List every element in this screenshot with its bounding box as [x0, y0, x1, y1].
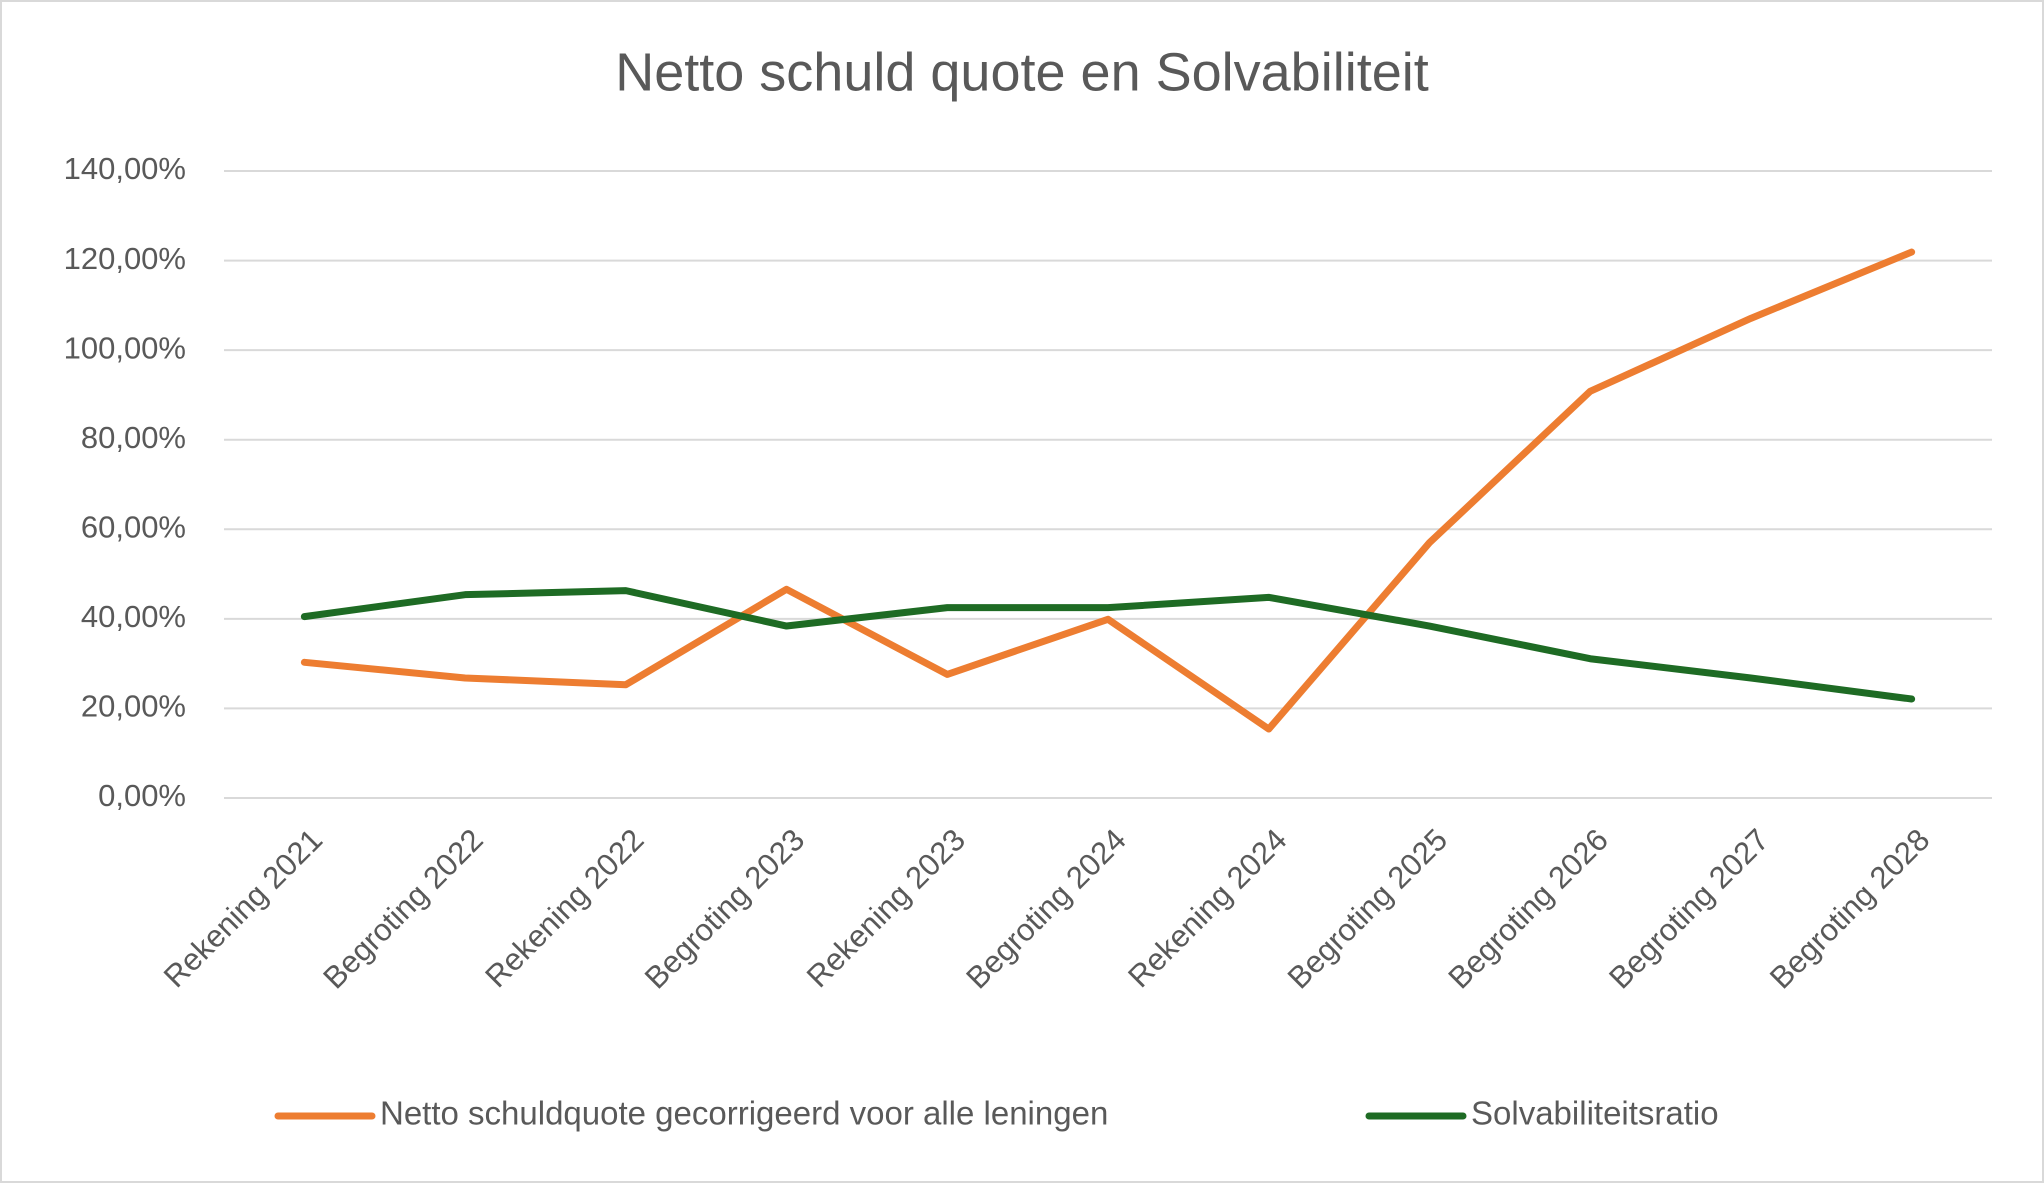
y-tick-label: 0,00%: [98, 778, 186, 813]
y-tick-label: 100,00%: [64, 330, 186, 365]
series-line: [300, 248, 1916, 733]
y-tick-label: 140,00%: [64, 151, 186, 186]
y-tick-label: 40,00%: [81, 599, 186, 634]
y-tick-label: 60,00%: [81, 509, 186, 544]
y-tick-label: 80,00%: [81, 420, 186, 455]
y-tick-label: 20,00%: [81, 689, 186, 724]
series-line: [300, 587, 1916, 703]
legend-label: Solvabiliteitsratio: [1471, 1095, 1719, 1132]
y-tick-label: 120,00%: [64, 241, 186, 276]
legend-label: Netto schuldquote gecorrigeerd voor alle…: [380, 1095, 1108, 1132]
chart-title: Netto schuld quote en Solvabiliteit: [615, 42, 1429, 102]
